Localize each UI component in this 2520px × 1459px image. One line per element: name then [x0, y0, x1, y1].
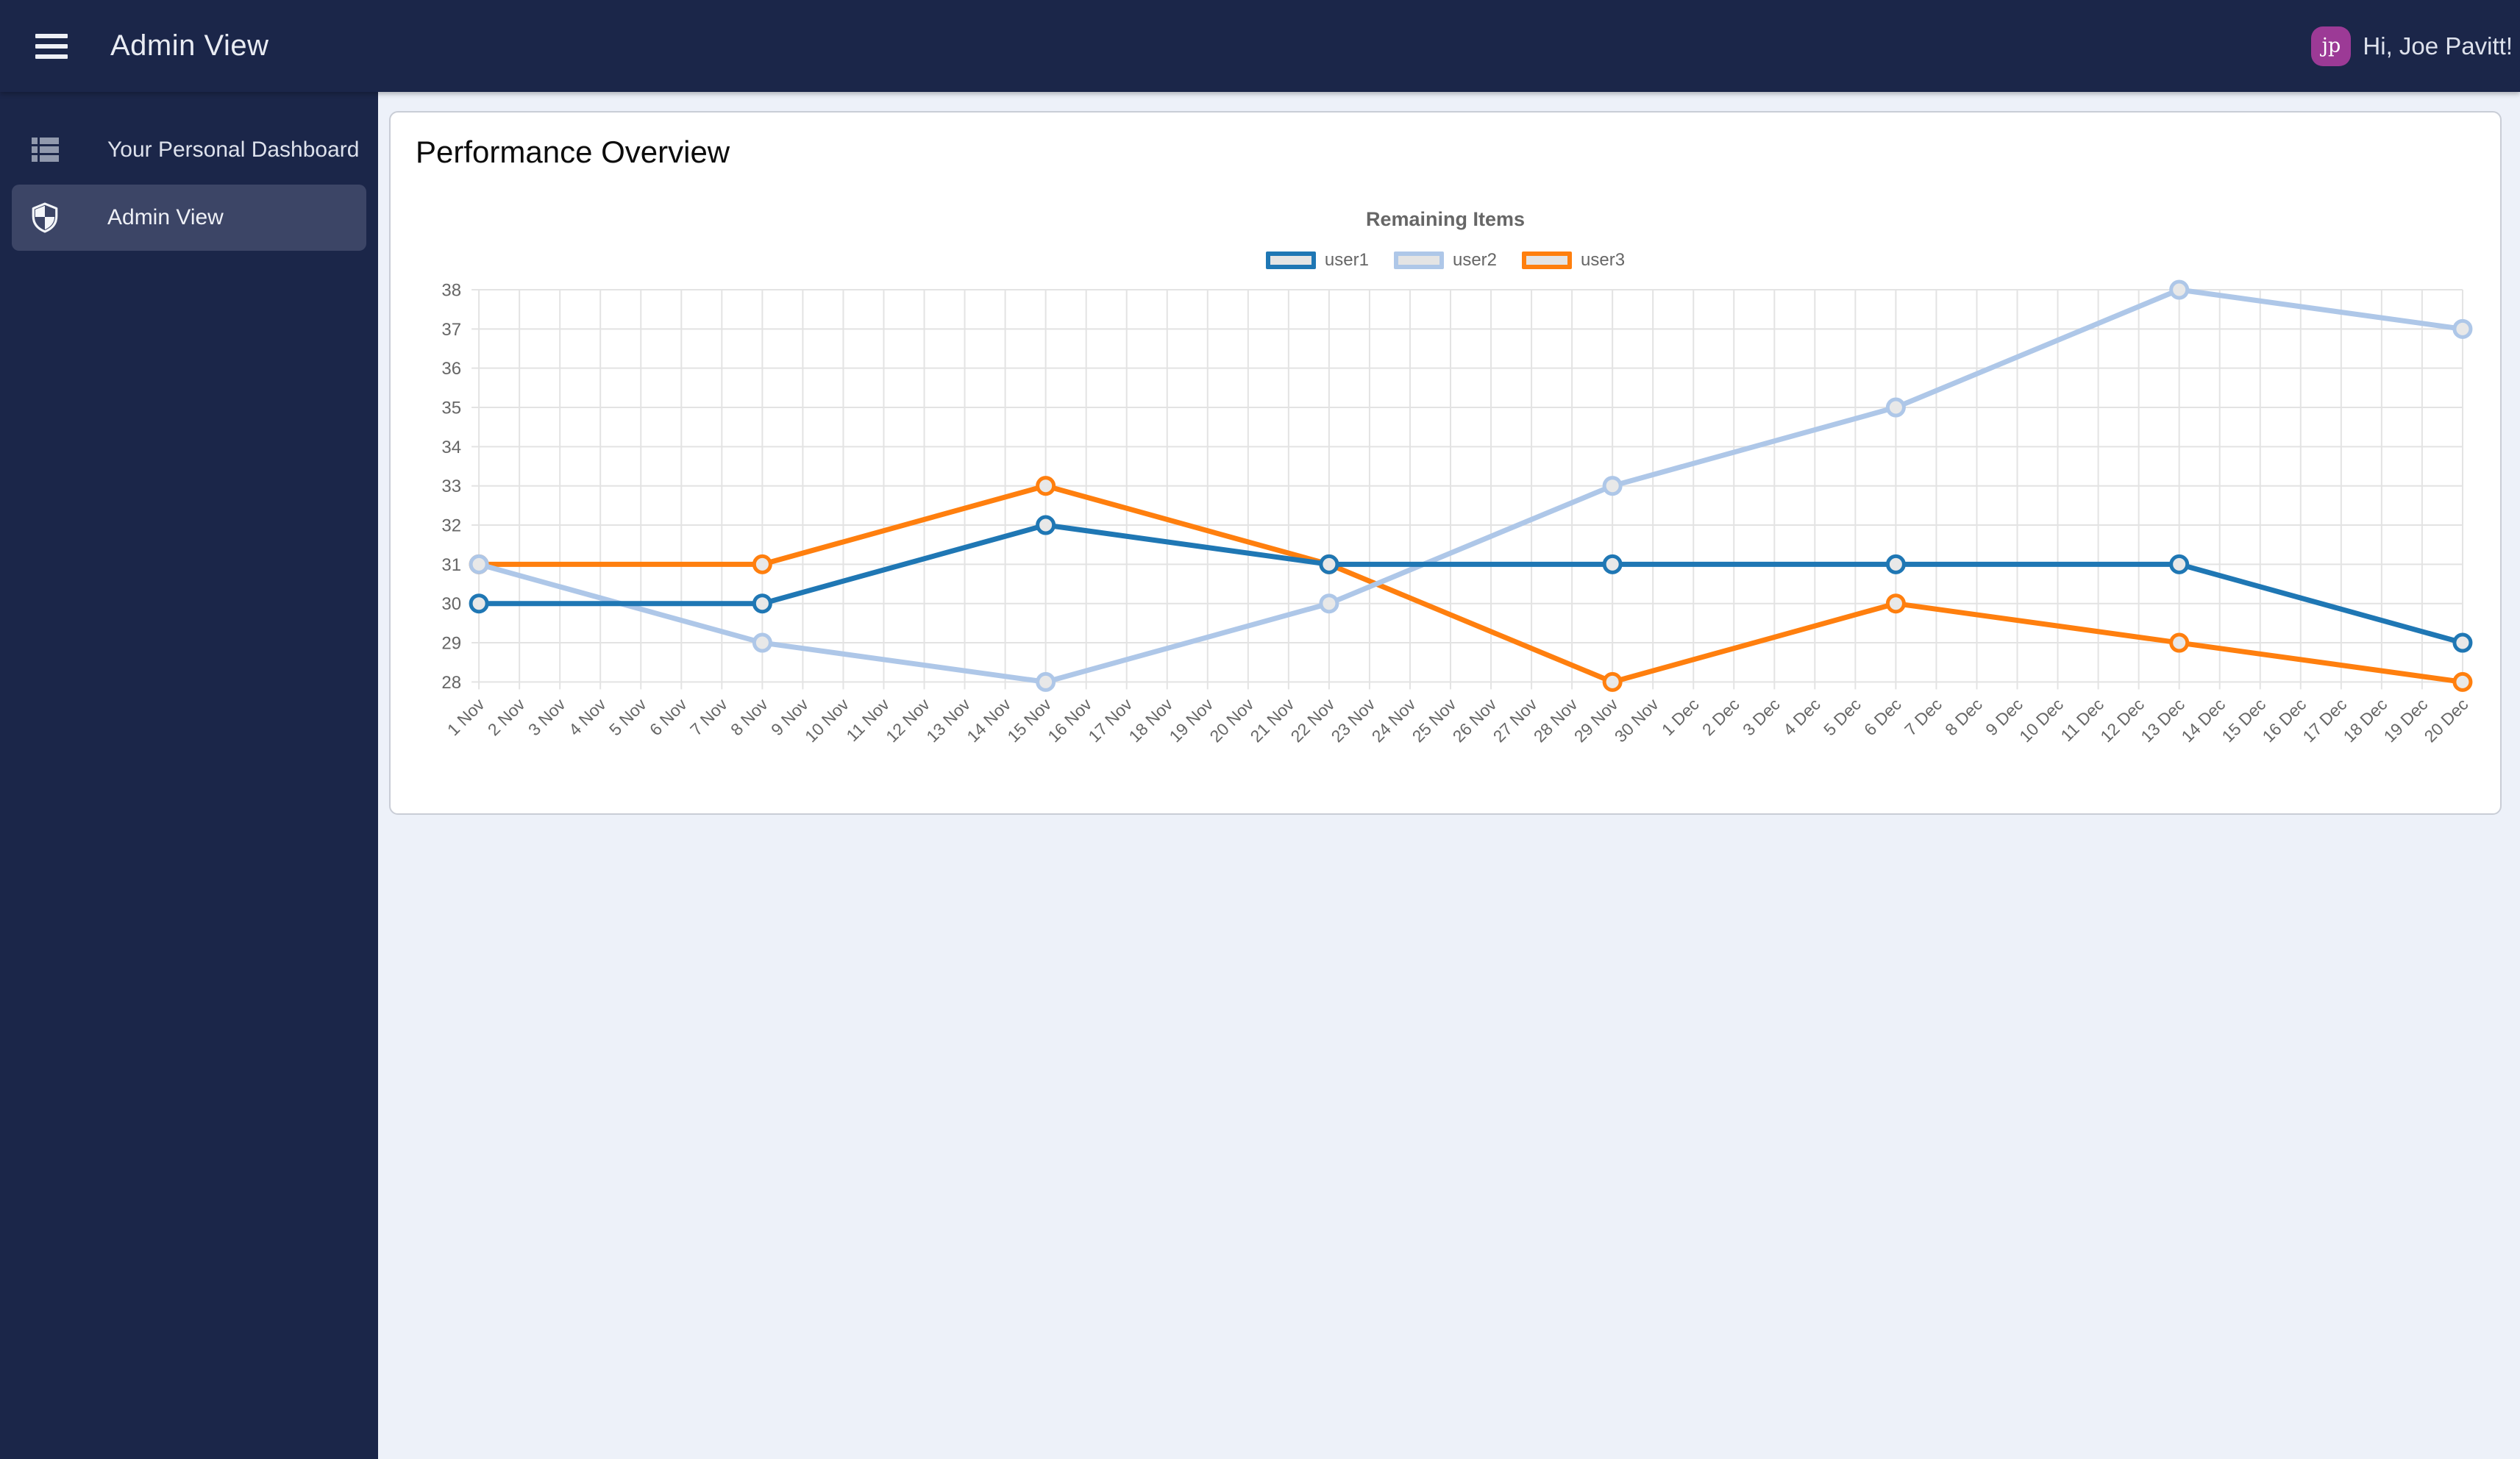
shield-icon	[31, 202, 59, 233]
hamburger-menu-icon[interactable]	[35, 33, 68, 59]
svg-text:16 Dec: 16 Dec	[2258, 695, 2310, 746]
svg-text:30: 30	[441, 594, 461, 614]
legend-label: user1	[1324, 250, 1369, 270]
svg-text:2 Nov: 2 Nov	[484, 694, 529, 739]
sidebar-item-label: Your Personal Dashboard	[107, 138, 360, 162]
svg-text:18 Dec: 18 Dec	[2339, 695, 2391, 746]
svg-text:8 Nov: 8 Nov	[727, 694, 772, 739]
svg-text:28 Nov: 28 Nov	[1530, 694, 1581, 746]
main-content: Performance Overview Remaining Items use…	[378, 92, 2520, 1459]
svg-text:28: 28	[441, 673, 461, 693]
svg-text:4 Dec: 4 Dec	[1779, 695, 1824, 740]
svg-text:2 Dec: 2 Dec	[1698, 695, 1743, 740]
svg-text:31: 31	[441, 555, 461, 575]
legend-item-user2[interactable]: user2	[1393, 250, 1498, 271]
svg-text:10 Dec: 10 Dec	[2015, 695, 2067, 746]
chart-title: Remaining Items	[1365, 208, 1526, 230]
performance-card: Performance Overview Remaining Items use…	[389, 111, 2502, 815]
sidebar-item-personal-dashboard[interactable]: Your Personal Dashboard	[12, 117, 366, 183]
svg-text:26 Nov: 26 Nov	[1449, 694, 1501, 746]
legend-label: user3	[1581, 250, 1626, 270]
svg-text:13 Dec: 13 Dec	[2137, 695, 2188, 746]
legend-swatch	[1522, 252, 1573, 269]
svg-text:17 Nov: 17 Nov	[1084, 694, 1136, 746]
page-title: Performance Overview	[416, 135, 730, 169]
svg-text:18 Nov: 18 Nov	[1125, 694, 1176, 746]
svg-text:35: 35	[441, 398, 461, 418]
sidebar-item-label: Admin View	[107, 205, 224, 229]
legend-label: user2	[1452, 250, 1498, 270]
svg-text:6 Nov: 6 Nov	[646, 694, 691, 739]
svg-text:20 Dec: 20 Dec	[2421, 695, 2472, 746]
svg-text:19 Dec: 19 Dec	[2380, 695, 2432, 746]
legend-swatch	[1265, 252, 1316, 269]
svg-text:11 Nov: 11 Nov	[842, 694, 893, 745]
svg-text:22 Nov: 22 Nov	[1287, 694, 1339, 746]
svg-text:10 Nov: 10 Nov	[801, 694, 853, 746]
svg-text:3 Nov: 3 Nov	[524, 694, 569, 739]
legend-item-user1[interactable]: user1	[1265, 250, 1369, 271]
svg-text:23 Nov: 23 Nov	[1328, 694, 1379, 746]
svg-text:8 Dec: 8 Dec	[1941, 695, 1986, 740]
chart-legend: user1 user2 user3	[391, 250, 2500, 271]
avatar[interactable]: jp	[2311, 26, 2352, 66]
svg-text:20 Nov: 20 Nov	[1206, 694, 1257, 746]
svg-text:14 Nov: 14 Nov	[963, 694, 1014, 746]
svg-text:13 Nov: 13 Nov	[922, 694, 974, 746]
svg-text:38: 38	[441, 280, 461, 300]
svg-text:7 Dec: 7 Dec	[1901, 695, 1946, 740]
svg-text:33: 33	[441, 477, 461, 496]
svg-text:15 Dec: 15 Dec	[2218, 695, 2269, 746]
svg-text:16 Nov: 16 Nov	[1044, 694, 1095, 746]
svg-text:25 Nov: 25 Nov	[1409, 694, 1460, 746]
svg-text:12 Nov: 12 Nov	[882, 694, 933, 746]
svg-text:1 Dec: 1 Dec	[1658, 695, 1703, 740]
svg-text:37: 37	[441, 320, 461, 340]
svg-text:15 Nov: 15 Nov	[1003, 694, 1055, 746]
svg-text:30 Nov: 30 Nov	[1611, 694, 1662, 746]
svg-text:12 Dec: 12 Dec	[2096, 695, 2148, 746]
app-title: Admin View	[110, 29, 269, 62]
sidebar-item-admin-view[interactable]: Admin View	[12, 185, 366, 251]
svg-text:21 Nov: 21 Nov	[1246, 694, 1298, 746]
svg-text:17 Dec: 17 Dec	[2299, 695, 2350, 746]
svg-text:19 Nov: 19 Nov	[1165, 694, 1217, 746]
svg-text:29: 29	[441, 633, 461, 653]
topbar: Admin View jp Hi, Joe Pavitt!	[0, 0, 2520, 92]
svg-text:32: 32	[441, 516, 461, 535]
svg-text:6 Dec: 6 Dec	[1860, 695, 1905, 740]
legend-swatch	[1393, 252, 1444, 269]
svg-text:24 Nov: 24 Nov	[1368, 694, 1420, 746]
sidebar: Your Personal Dashboard Admin View	[0, 92, 378, 1459]
svg-text:11 Dec: 11 Dec	[2057, 695, 2107, 746]
svg-text:4 Nov: 4 Nov	[565, 694, 610, 739]
svg-text:3 Dec: 3 Dec	[1739, 695, 1784, 740]
svg-text:1 Nov: 1 Nov	[444, 694, 488, 739]
legend-item-user3[interactable]: user3	[1522, 250, 1625, 271]
user-greeting: Hi, Joe Pavitt!	[2363, 32, 2513, 60]
svg-text:7 Nov: 7 Nov	[686, 694, 731, 739]
svg-text:5 Dec: 5 Dec	[1820, 695, 1865, 740]
svg-text:34: 34	[441, 438, 461, 457]
svg-text:29 Nov: 29 Nov	[1570, 694, 1622, 746]
svg-text:27 Nov: 27 Nov	[1489, 694, 1541, 746]
svg-text:36: 36	[441, 359, 461, 379]
list-icon	[31, 138, 59, 163]
svg-text:14 Dec: 14 Dec	[2177, 695, 2229, 746]
svg-text:5 Nov: 5 Nov	[605, 694, 650, 739]
